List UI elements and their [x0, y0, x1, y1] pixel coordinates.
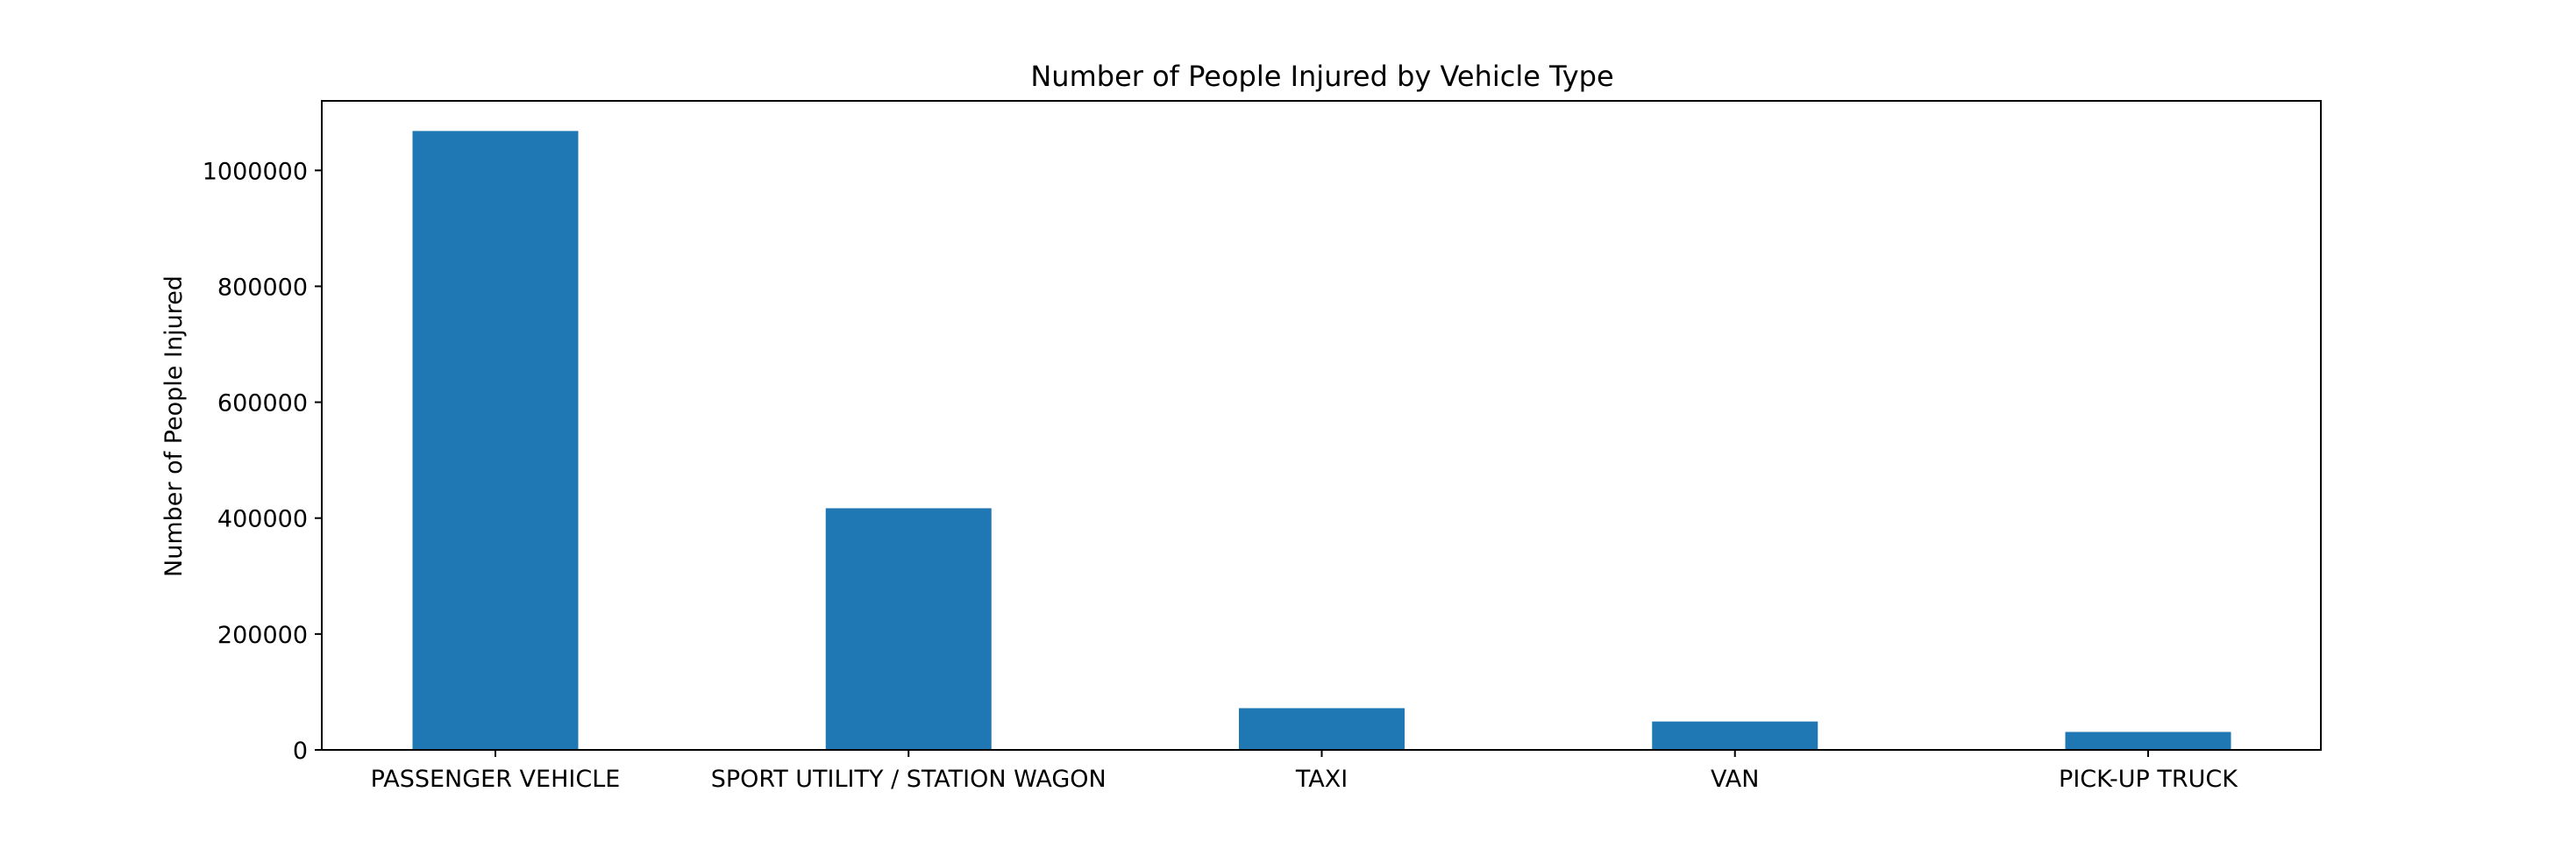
- bar-0: [412, 131, 579, 750]
- x-tick-label: VAN: [1711, 766, 1759, 793]
- x-tick-label: SPORT UTILITY / STATION WAGON: [711, 766, 1107, 793]
- bars-group: [412, 131, 2231, 750]
- y-tick-label: 400000: [217, 506, 308, 533]
- bar-3: [1652, 721, 1818, 750]
- y-tick-label: 200000: [217, 622, 308, 649]
- chart-title: Number of People Injured by Vehicle Type: [1030, 60, 1613, 93]
- x-tick-label: TAXI: [1295, 766, 1348, 793]
- x-tick-label: PASSENGER VEHICLE: [371, 766, 621, 793]
- x-ticks-group: PASSENGER VEHICLE SPORT UTILITY / STATION…: [371, 750, 2238, 793]
- y-axis-label: Number of People Injured: [160, 275, 188, 577]
- bar-2: [1239, 708, 1405, 750]
- y-tick-label: 1000000: [203, 158, 308, 185]
- plot-frame: [321, 100, 2322, 751]
- y-ticks-group: 0 200000 400000 600000 800000 1000000: [203, 158, 322, 765]
- y-tick-label: 600000: [217, 390, 308, 417]
- x-tick-label: PICK-UP TRUCK: [2059, 766, 2238, 793]
- bar-1: [825, 508, 992, 750]
- bar-4: [2065, 731, 2231, 750]
- y-tick-label: 0: [293, 738, 308, 765]
- y-tick-label: 800000: [217, 274, 308, 301]
